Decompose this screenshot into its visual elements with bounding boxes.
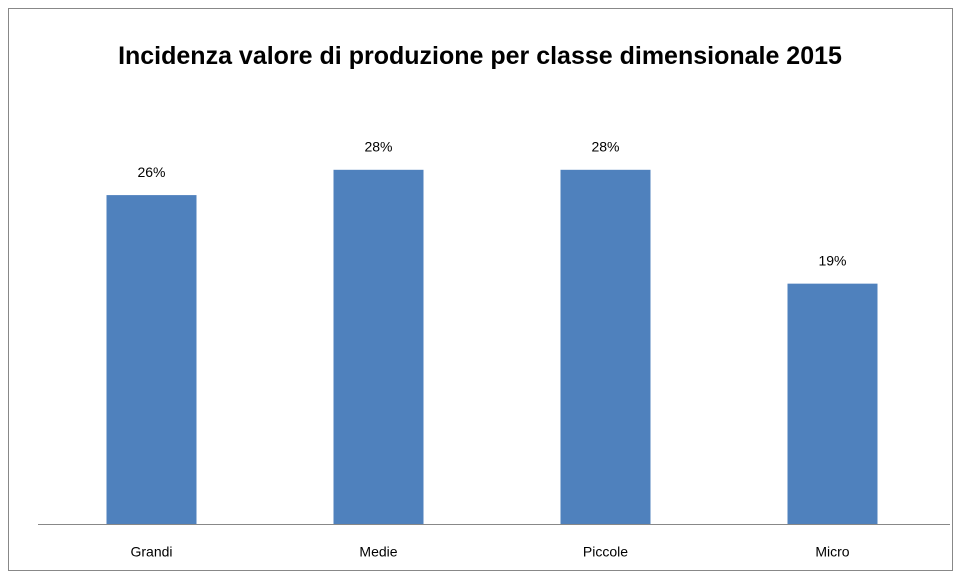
x-tick-label: Micro [815, 544, 849, 560]
chart-title: Incidenza valore di produzione per class… [118, 42, 842, 70]
data-label: 28% [364, 139, 392, 155]
bar [560, 169, 651, 525]
data-label: 19% [818, 252, 846, 268]
x-tick-label: Grandi [130, 544, 172, 560]
bar [787, 283, 878, 524]
data-label: 28% [591, 139, 619, 155]
bar [333, 169, 424, 525]
x-tick-label: Piccole [583, 544, 628, 560]
x-tick-label: Medie [359, 544, 397, 560]
bar [106, 195, 197, 524]
data-label: 26% [137, 164, 165, 180]
